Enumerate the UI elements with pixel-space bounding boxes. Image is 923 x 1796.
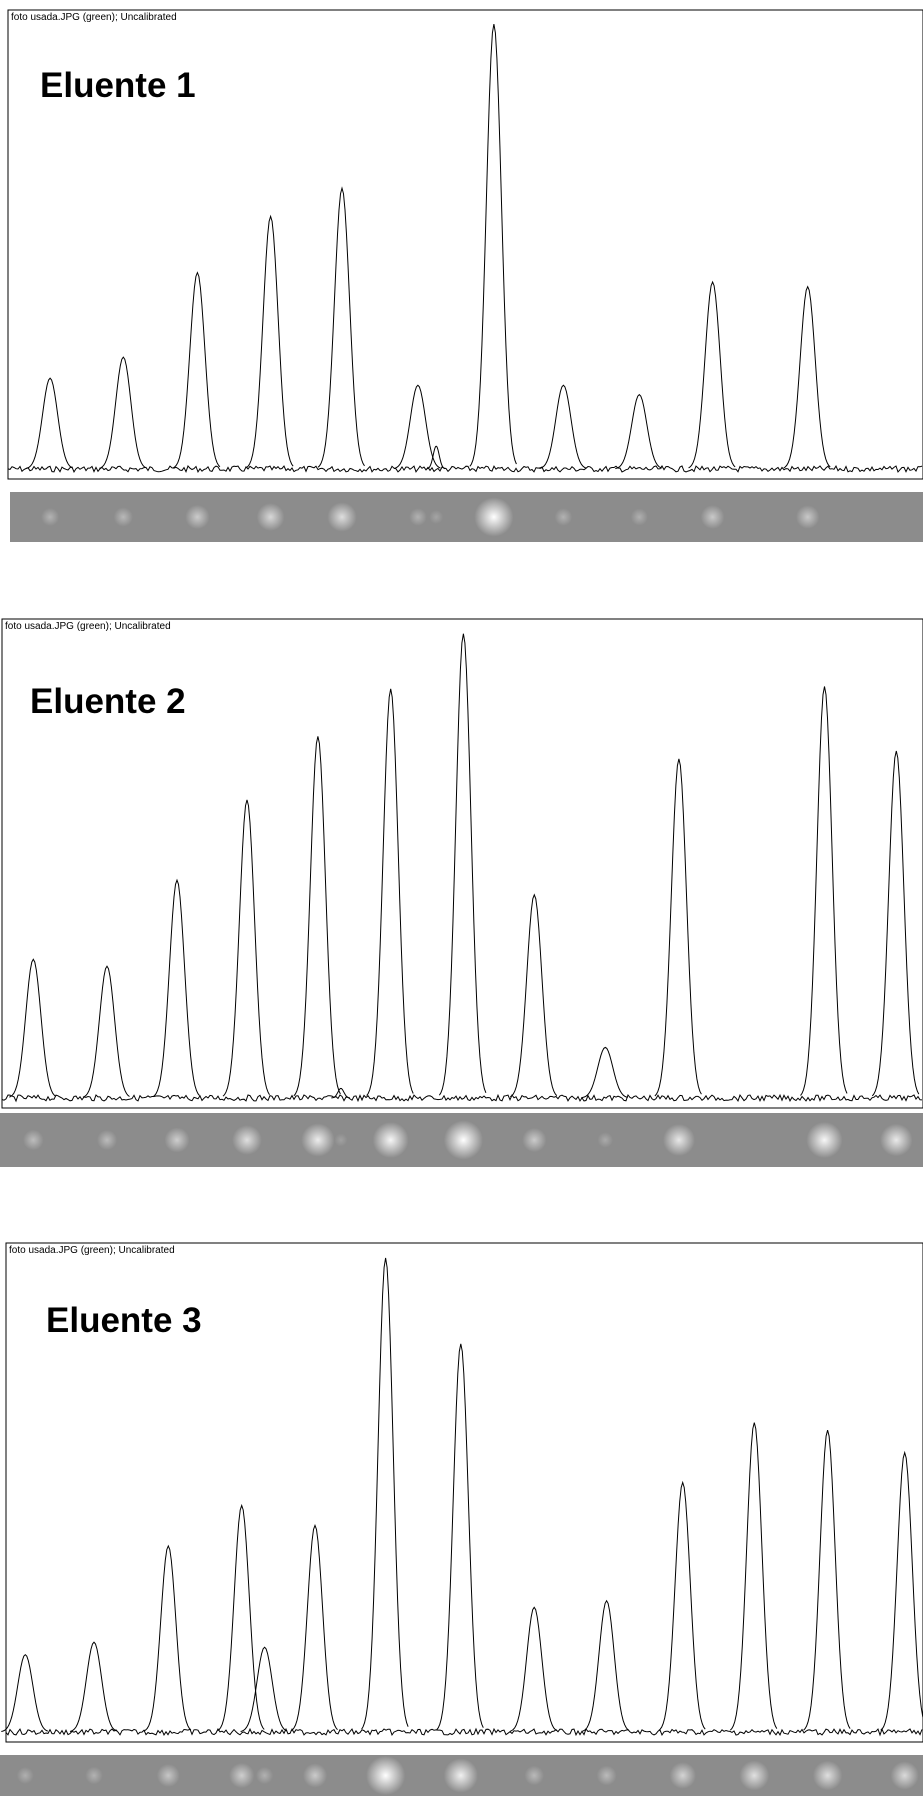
peak [240,1646,288,1732]
plot-frame [1,618,923,1109]
lane-spot [795,505,820,529]
lane-spot [302,1763,328,1788]
lane-strip [10,492,923,542]
lane-spot [366,1755,406,1796]
lane-spot [327,502,357,532]
peak [366,688,414,1096]
peak [688,280,736,469]
peak [581,1046,628,1099]
peak [803,1429,851,1731]
peak [25,377,73,469]
peak [436,1343,484,1730]
peak [173,271,221,469]
lane-spot [409,508,427,526]
lane-spot [443,1120,484,1160]
peak [1,1653,48,1732]
peak [729,1422,778,1731]
lane-spot [113,507,133,527]
lane-spot [255,1766,274,1785]
peak [426,445,446,470]
peak [82,965,130,1098]
peak [510,893,558,1098]
plot-frame [5,1242,923,1743]
panel-title: Eluente 2 [30,682,186,721]
lane-spot [85,1766,103,1785]
peak [317,186,365,468]
lane-spot [662,1124,695,1156]
lane-spot [443,1758,479,1793]
peak [880,1450,923,1731]
peak [509,1606,557,1732]
peak [144,1544,192,1732]
lane-spot [164,1127,190,1153]
panel-title: Eluente 3 [46,1301,202,1340]
lane-spot [669,1762,697,1789]
panel-subtitle: foto usada.JPG (green); Uncalibrated [9,1245,175,1256]
peak [783,285,831,469]
peak [361,1257,409,1730]
peak [69,1641,117,1732]
peak [800,686,848,1096]
peak [293,736,341,1097]
lane-spot [597,1132,613,1148]
lane-spot [880,1123,913,1157]
baseline-noise [1,1093,923,1103]
lane-spot [890,1761,919,1790]
peak [582,1599,630,1732]
peak [438,633,487,1096]
peak [658,1480,706,1731]
peak [615,393,663,470]
peak [469,24,517,467]
lane-spot [806,1121,843,1159]
lane-spot [232,1125,262,1155]
peak [871,750,920,1097]
lane-spot [474,497,514,537]
lane-spot [700,505,725,529]
lane-spot [596,1765,617,1786]
lane-spot [156,1763,180,1788]
peak [654,758,702,1097]
lane-spot [739,1760,770,1791]
lane-spot [429,510,444,524]
peak [290,1523,338,1732]
peak [222,799,270,1097]
plot-frame [7,9,923,480]
peak [331,1087,350,1099]
lane-spot [301,1123,335,1157]
lane-spot [96,1129,118,1151]
lane-spot [41,507,60,527]
peak [152,878,200,1098]
baseline-noise [7,465,923,474]
lane-spot [229,1762,255,1789]
lane-spot [630,508,648,526]
lane-spot [23,1129,44,1151]
peak [99,356,147,469]
lane-spot [524,1765,544,1786]
peak [217,1503,265,1732]
panel-subtitle: foto usada.JPG (green); Uncalibrated [5,621,171,632]
panel-subtitle: foto usada.JPG (green); Uncalibrated [11,12,177,23]
lane-spot [16,1767,34,1784]
panel-title: Eluente 1 [40,66,196,105]
lane-spot [812,1760,843,1791]
peak [539,384,587,469]
peak [9,958,57,1098]
lane-spot [554,508,573,526]
lane-spot [372,1122,409,1158]
lane-spot [256,503,285,531]
baseline-noise [5,1727,923,1737]
peak [246,214,294,468]
lane-spot [334,1133,348,1147]
lane-spot [185,504,210,530]
lane-spot [522,1127,547,1153]
